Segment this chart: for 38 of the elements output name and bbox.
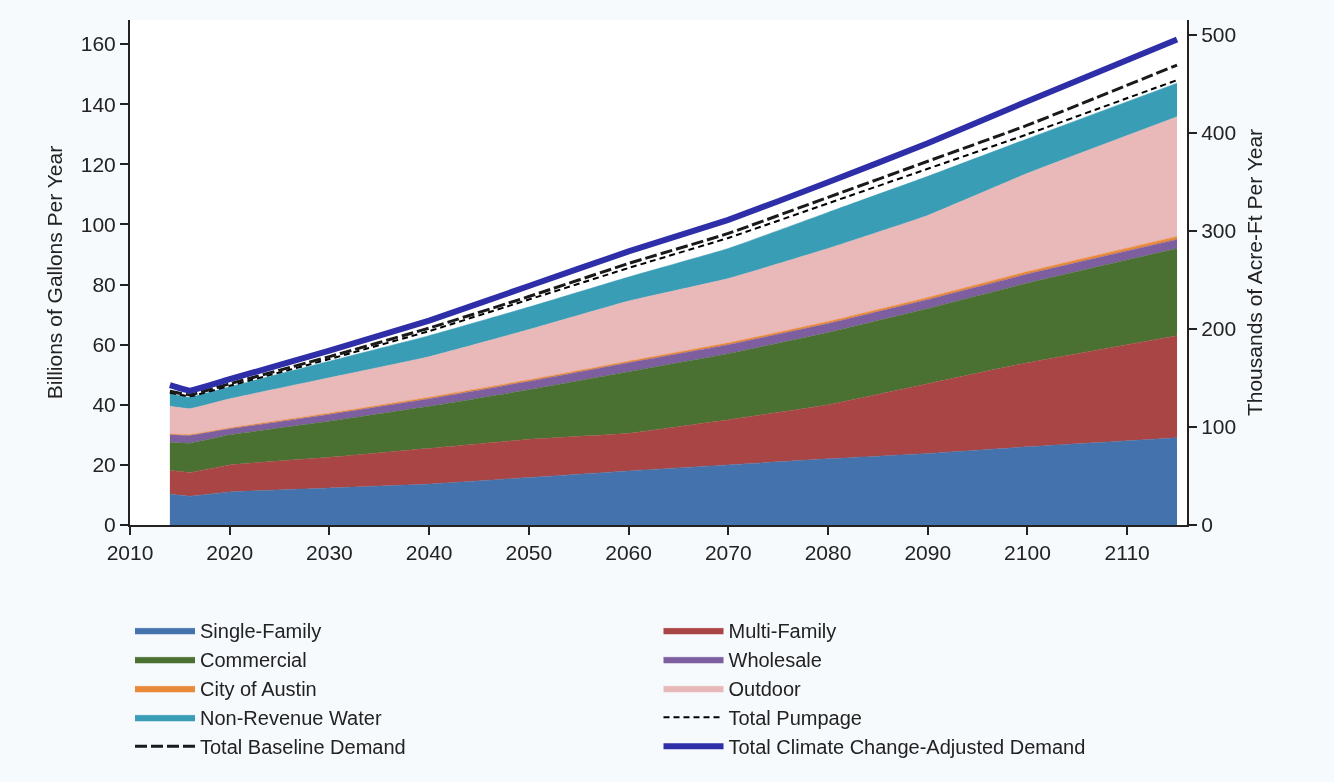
y-tick-label: 60 — [92, 332, 116, 356]
x-tick-label: 2080 — [804, 541, 852, 565]
legend-label: Total Pumpage — [728, 707, 862, 730]
legend-label: Multi-Family — [728, 620, 837, 643]
legend-label: Total Climate Change-Adjusted Demand — [728, 736, 1086, 759]
y2-tick-label: 500 — [1201, 23, 1237, 47]
y2-tick-label: 0 — [1201, 513, 1213, 537]
y-tick-label: 140 — [80, 92, 116, 116]
y-axis-title: Billions of Gallons Per Year — [43, 145, 67, 400]
y-tick-label: 160 — [80, 32, 116, 56]
x-tick-label: 2010 — [106, 541, 154, 565]
legend-label: City of Austin — [200, 678, 317, 701]
y2-tick-label: 300 — [1201, 219, 1237, 243]
legend-label: Non-Revenue Water — [200, 707, 382, 730]
x-tick-label: 2100 — [1004, 541, 1051, 565]
legend-label: Wholesale — [728, 649, 822, 672]
y2-tick-label: 200 — [1201, 317, 1237, 341]
y-tick-label: 120 — [80, 152, 116, 176]
x-tick-label: 2030 — [306, 541, 353, 565]
x-tick-label: 2040 — [405, 541, 453, 565]
y2-axis-title: Thousands of Acre-Ft Per Year — [1242, 128, 1266, 417]
legend-label: Total Baseline Demand — [200, 736, 406, 759]
legend-label: Single-Family — [200, 620, 322, 643]
legend-label: Commercial — [200, 649, 307, 672]
y-tick-label: 20 — [92, 453, 116, 477]
y2-tick-label: 100 — [1201, 415, 1237, 439]
y-tick-label: 0 — [104, 513, 116, 537]
y-tick-label: 40 — [92, 393, 116, 417]
legend-label: Outdoor — [728, 678, 802, 701]
y-tick-label: 100 — [80, 212, 116, 236]
x-tick-label: 2070 — [704, 541, 752, 565]
x-tick-label: 2060 — [605, 541, 652, 565]
x-tick-label: 2020 — [206, 541, 254, 565]
x-tick-label: 2050 — [505, 541, 553, 565]
y2-tick-label: 400 — [1201, 121, 1237, 145]
x-tick-label: 2110 — [1104, 541, 1150, 565]
x-tick-label: 2090 — [904, 541, 952, 565]
y-tick-label: 80 — [92, 272, 116, 296]
